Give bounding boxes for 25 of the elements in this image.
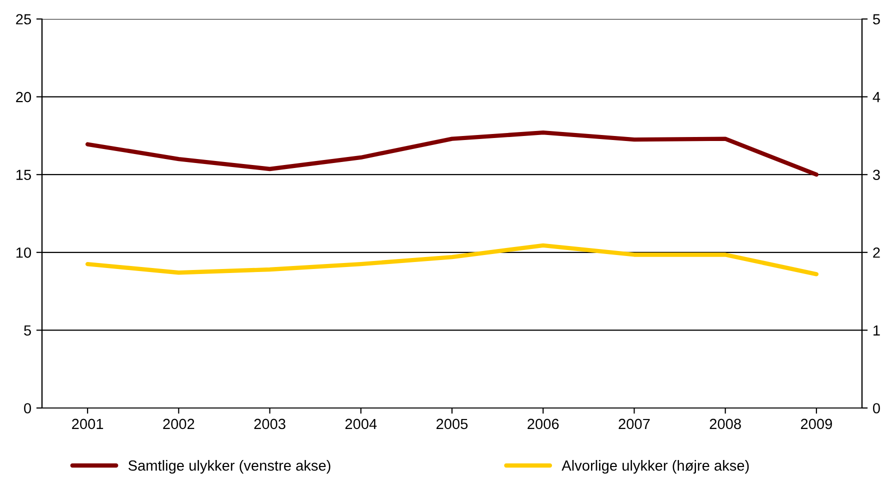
x-tick-label: 2004 xyxy=(345,418,377,430)
y-tick-label: 20 xyxy=(16,92,32,102)
y-tick-label: 10 xyxy=(16,248,32,258)
y2-tick-label: 4 xyxy=(872,92,880,102)
y-tick-label: 25 xyxy=(16,14,31,24)
y-tick-label: 15 xyxy=(16,170,31,180)
y2-tick-label: 5 xyxy=(873,14,880,24)
y-tick-label: 0 xyxy=(24,403,32,414)
x-tick-label: 2002 xyxy=(163,418,194,430)
x-tick-label: 2009 xyxy=(800,418,832,430)
y2-tick-label: 3 xyxy=(872,170,880,180)
legend-label: Alvorlige ulykker (højre akse) xyxy=(562,460,749,474)
x-tick-label: 2008 xyxy=(710,418,741,430)
y2-tick-label: 1 xyxy=(874,325,880,336)
legend-label: Samtlige ulykker (venstre akse) xyxy=(128,460,330,474)
x-tick-label: 2003 xyxy=(254,418,286,430)
x-tick-label: 2005 xyxy=(436,418,468,430)
x-tick-label: 2007 xyxy=(618,418,650,430)
line-series xyxy=(85,243,819,276)
y-tick-label: 5 xyxy=(24,325,31,336)
x-tick-label: 2001 xyxy=(72,418,104,430)
x-tick-label: 2006 xyxy=(528,418,559,430)
y2-tick-label: 2 xyxy=(873,248,880,258)
y2-tick-label: 0 xyxy=(872,403,880,414)
line-series xyxy=(85,130,819,177)
